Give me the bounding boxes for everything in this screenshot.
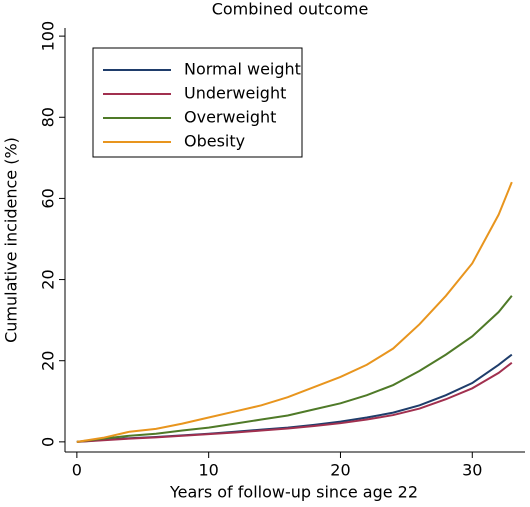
legend-label: Underweight: [184, 84, 286, 103]
series-line: [76, 361, 513, 443]
x-tick-label: 30: [462, 461, 482, 480]
y-tick-label: 80: [39, 107, 58, 127]
x-tick-label: 0: [72, 461, 82, 480]
series-line: [76, 295, 513, 443]
chart-title: Combined outcome: [212, 0, 369, 19]
y-tick-label: 60: [39, 188, 58, 208]
y-tick-label: 0: [39, 437, 58, 447]
x-tick-label: 10: [198, 461, 218, 480]
legend-label: Obesity: [184, 132, 245, 151]
y-tick-label: 20: [39, 269, 58, 289]
legend-label: Normal weight: [184, 60, 301, 79]
y-tick-label: 100: [39, 21, 58, 52]
y-axis-label: Cumulative incidence (%): [2, 137, 21, 343]
legend-box: [92, 47, 303, 158]
x-tick-label: 20: [330, 461, 350, 480]
legend-label: Overweight: [184, 108, 276, 127]
x-axis-label: Years of follow-up since age 22: [169, 483, 418, 502]
series-line: [76, 181, 513, 443]
y-tick-label: 20: [39, 351, 58, 371]
